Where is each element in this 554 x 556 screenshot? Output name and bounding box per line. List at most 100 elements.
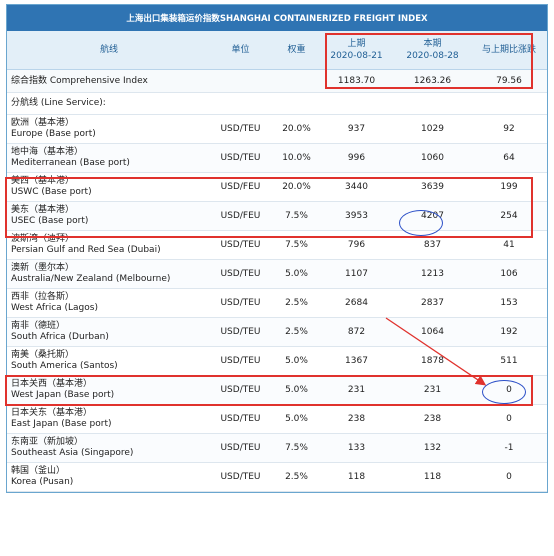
route-prev: 3953 — [345, 211, 368, 221]
route-prev: 3440 — [345, 182, 368, 192]
route-curr: 118 — [423, 472, 442, 482]
table-row: 南非（德班） South Africa (Durban) USD/TEU 2.5% 87… — [7, 318, 547, 347]
route-name: 日本关西（基本港） West Japan (Base port) — [7, 376, 207, 404]
route-name-en: East Japan (Base port) — [11, 419, 112, 429]
route-weight: 10.0% — [282, 153, 311, 163]
route-change: 41 — [503, 240, 515, 250]
route-name-cn: 西非（拉各斯） — [11, 292, 75, 302]
route-name: 澳新（墨尔本） Australia/New Zealand (Melbourne) — [7, 260, 207, 288]
route-prev: 238 — [347, 414, 366, 424]
route-name: 日本关东（基本港） East Japan (Base port) — [7, 405, 207, 433]
route-prev: 796 — [347, 240, 366, 250]
table-header: 航线 单位 权重 上期 2020-08-21 本期 2020-08-28 与上期比涨… — [7, 31, 547, 70]
route-name-cn: 欧洲（基本港） — [11, 118, 75, 128]
route-name-cn: 日本关西（基本港） — [11, 379, 93, 389]
route-unit: USD/TEU — [220, 124, 261, 134]
route-name-cn: 澳新（墨尔本） — [11, 263, 75, 273]
header-route: 航线 — [99, 45, 118, 55]
route-name-cn: 波斯湾（迪拜） — [11, 234, 75, 244]
route-prev: 872 — [347, 327, 366, 337]
route-weight: 2.5% — [285, 298, 308, 308]
route-curr: 1060 — [421, 153, 444, 163]
route-curr: 1878 — [421, 356, 444, 366]
route-prev: 231 — [347, 385, 366, 395]
route-curr: 132 — [423, 443, 442, 453]
route-name-en: West Africa (Lagos) — [11, 303, 98, 313]
header-prev: 上期 2020-08-21 — [330, 39, 383, 61]
table-row: 波斯湾（迪拜） Persian Gulf and Red Sea (Dubai) U… — [7, 231, 547, 260]
route-weight: 5.0% — [285, 356, 308, 366]
route-name: 美西（基本港） USWC (Base port) — [7, 173, 207, 201]
route-weight: 20.0% — [282, 182, 311, 192]
route-change: 199 — [500, 182, 518, 192]
route-name-en: South Africa (Durban) — [11, 332, 109, 342]
route-prev: 1367 — [345, 356, 368, 366]
table-row: 东南亚（新加坡） Southeast Asia (Singapore) USD/TE… — [7, 434, 547, 463]
route-name: 欧洲（基本港） Europe (Base port) — [7, 115, 207, 143]
route-curr: 2837 — [421, 298, 444, 308]
table-row: 美东（基本港） USEC (Base port) USD/FEU 7.5% 3953 42… — [7, 202, 547, 231]
route-change: 0 — [506, 414, 512, 424]
route-weight: 7.5% — [285, 240, 308, 250]
route-weight: 5.0% — [285, 414, 308, 424]
table-row: 日本关东（基本港） East Japan (Base port) USD/TEU 5.… — [7, 405, 547, 434]
route-weight: 5.0% — [285, 385, 308, 395]
route-unit: USD/TEU — [220, 472, 261, 482]
route-prev: 937 — [347, 124, 366, 134]
comprehensive-change: 79.56 — [496, 76, 522, 86]
route-unit: USD/TEU — [220, 356, 261, 366]
route-prev: 996 — [347, 153, 366, 163]
table-row: 西非（拉各斯） West Africa (Lagos) USD/TEU 2.5% 268… — [7, 289, 547, 318]
comprehensive-curr: 1263.26 — [413, 76, 452, 86]
route-name-cn: 南美（桑托斯） — [11, 350, 75, 360]
comprehensive-row: 综合指数 Comprehensive Index 1183.70 1263.26… — [7, 70, 547, 93]
table-row: 日本关西（基本港） West Japan (Base port) USD/TEU 5.… — [7, 376, 547, 405]
route-unit: USD/TEU — [220, 327, 261, 337]
route-change: 254 — [500, 211, 518, 221]
table-title: 上海出口集装箱运价指数SHANGHAI CONTAINERIZED FREIGH… — [7, 5, 547, 31]
comprehensive-prev: 1183.70 — [337, 76, 376, 86]
route-curr: 4207 — [421, 211, 444, 221]
route-change: 153 — [500, 298, 518, 308]
route-prev: 118 — [347, 472, 366, 482]
table-row: 澳新（墨尔本） Australia/New Zealand (Melbourne)… — [7, 260, 547, 289]
route-unit: USD/TEU — [220, 298, 261, 308]
route-name-en: USWC (Base port) — [11, 187, 92, 197]
line-service-heading-row: 分航线 (Line Service): — [7, 93, 547, 115]
table-row: 韩国（釜山） Korea (Pusan) USD/TEU 2.5% 118 118 0 — [7, 463, 547, 492]
route-curr: 1213 — [421, 269, 444, 279]
header-weight: 权重 — [287, 45, 306, 55]
route-name: 美东（基本港） USEC (Base port) — [7, 202, 207, 230]
route-curr: 1064 — [421, 327, 444, 337]
route-name-en: Australia/New Zealand (Melbourne) — [11, 274, 171, 284]
route-name-en: USEC (Base port) — [11, 216, 89, 226]
header-curr: 本期 2020-08-28 — [406, 39, 459, 61]
comprehensive-label: 综合指数 Comprehensive Index — [11, 75, 148, 86]
route-name-en: Korea (Pusan) — [11, 477, 74, 487]
route-change: 511 — [500, 356, 518, 366]
table-body: 综合指数 Comprehensive Index 1183.70 1263.26… — [7, 70, 547, 492]
route-name: 波斯湾（迪拜） Persian Gulf and Red Sea (Dubai) — [7, 231, 207, 259]
table-row: 地中海（基本港） Mediterranean (Base port) USD/TEU… — [7, 144, 547, 173]
route-weight: 20.0% — [282, 124, 311, 134]
route-name-cn: 东南亚（新加坡） — [11, 437, 84, 447]
route-change: 0 — [506, 385, 512, 395]
route-weight: 7.5% — [285, 211, 308, 221]
route-curr: 238 — [423, 414, 442, 424]
line-service-heading: 分航线 (Line Service): — [11, 98, 106, 108]
route-unit: USD/TEU — [220, 153, 261, 163]
route-unit: USD/TEU — [220, 443, 261, 453]
route-unit: USD/FEU — [220, 182, 261, 192]
route-curr: 231 — [423, 385, 442, 395]
route-name: 韩国（釜山） Korea (Pusan) — [7, 463, 207, 491]
route-prev: 1107 — [345, 269, 368, 279]
route-name-en: Southeast Asia (Singapore) — [11, 448, 134, 458]
route-unit: USD/TEU — [220, 385, 261, 395]
scfi-table: 上海出口集装箱运价指数SHANGHAI CONTAINERIZED FREIGH… — [6, 4, 548, 493]
route-name-en: Mediterranean (Base port) — [11, 158, 130, 168]
route-unit: USD/TEU — [220, 269, 261, 279]
route-name-cn: 美东（基本港） — [11, 205, 75, 215]
route-name-cn: 日本关东（基本港） — [11, 408, 93, 418]
route-weight: 5.0% — [285, 269, 308, 279]
route-name: 南美（桑托斯） South America (Santos) — [7, 347, 207, 375]
